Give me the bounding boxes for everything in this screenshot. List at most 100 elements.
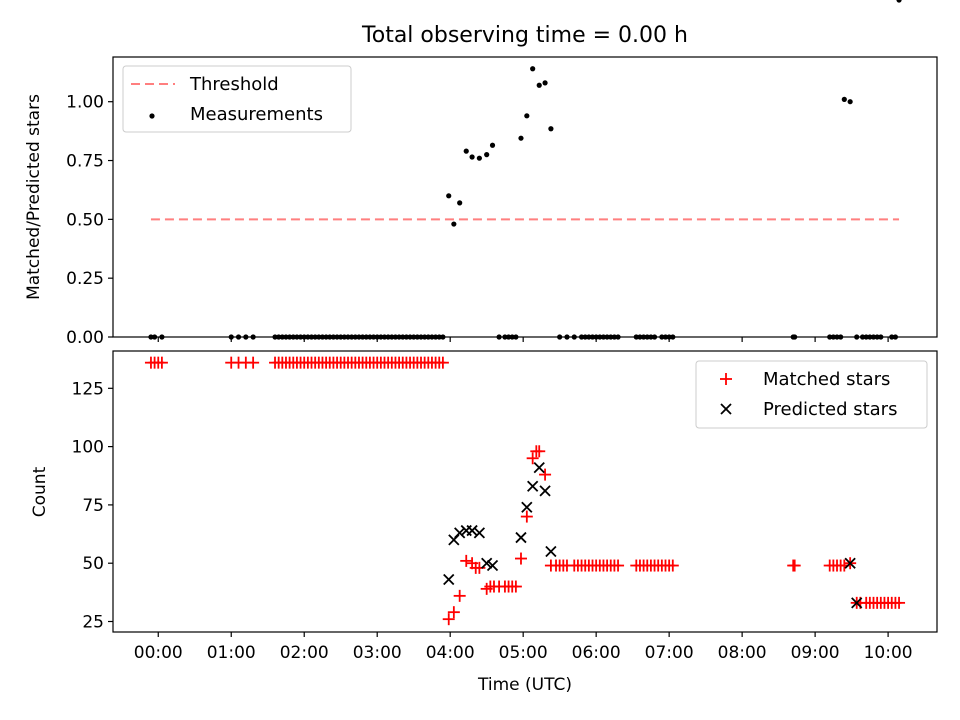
bottom-plot-frame — [112, 350, 938, 633]
measurement-points — [148, 0, 902, 340]
predicted-point-b — [527, 480, 539, 492]
measurement-point — [542, 80, 548, 86]
bottom-y-tick-label: 125 — [72, 379, 104, 399]
x-tick-label: 09:00 — [791, 643, 840, 663]
top-y-tick-label: 1.00 — [66, 93, 104, 113]
predicted-point — [539, 485, 551, 497]
measurement-point — [469, 154, 475, 160]
predicted-point — [454, 527, 466, 539]
measurement-point — [489, 142, 496, 148]
measurement-point — [896, 0, 902, 3]
predicted-legend-marker-b — [720, 403, 732, 415]
x-tick-label: 01:00 — [207, 643, 256, 663]
predicted-legend-marker — [720, 403, 732, 415]
measurements-legend-swatch — [149, 113, 155, 119]
measurement-point — [548, 126, 554, 132]
top-y-tick-label: 0.75 — [66, 152, 104, 172]
matched-point — [533, 445, 546, 458]
predicted-point — [466, 524, 478, 537]
top-legend: Threshold Measurements — [122, 65, 352, 133]
x-tick-label: 03:00 — [353, 643, 402, 663]
predicted-point — [545, 545, 557, 558]
predicted-point-b — [481, 557, 493, 569]
matched-point — [155, 356, 168, 369]
predicted-point-b — [443, 573, 455, 586]
bottom-x-ticks: 00:00 01:00 02:00 03:00 04:00 05:00 06:00 07:00… — [134, 632, 913, 663]
matched-point — [473, 561, 486, 574]
measurement-point — [484, 152, 490, 158]
predicted-point-b — [454, 527, 466, 539]
bottom-y-axis-label: Count — [30, 466, 50, 517]
matched-point — [514, 552, 527, 565]
matched-point — [893, 596, 906, 609]
predicted-point — [515, 531, 527, 544]
count-points — [144, 356, 906, 626]
matched-point — [520, 510, 533, 523]
measurement-point — [451, 221, 457, 227]
x-tick-label: 10:00 — [864, 643, 913, 663]
matched-point — [460, 554, 473, 567]
predicted-point — [521, 501, 533, 513]
measurement-point — [524, 113, 530, 119]
measurement-point — [518, 135, 524, 141]
predicted-point — [473, 527, 486, 539]
top-plot-frame — [112, 56, 938, 338]
predicted-point — [527, 480, 539, 492]
bottom-y-tick-label: 25 — [82, 613, 104, 633]
predicted-point-b — [515, 531, 527, 544]
x-tick-label: 07:00 — [645, 643, 694, 663]
x-tick-label: 05:00 — [499, 643, 548, 663]
top-y-ticks: 0.00 0.25 0.50 0.75 1.00 — [66, 93, 113, 348]
matched-point — [442, 613, 455, 626]
x-tick-label: 04:00 — [426, 643, 475, 663]
top-y-tick-label: 0.25 — [66, 269, 104, 289]
bottom-legend-box — [695, 360, 928, 429]
matched-point — [447, 606, 460, 619]
matched-point — [539, 468, 552, 481]
matched-point — [612, 559, 625, 572]
matched-point — [526, 452, 539, 465]
matched-legend-swatch — [720, 373, 732, 385]
matched-point — [436, 356, 449, 369]
x-axis-label: Time (UTC) — [477, 675, 572, 695]
measurement-point — [476, 155, 482, 161]
measurement-point — [463, 148, 469, 154]
bottom-legend: Matched stars Predicted stars — [695, 360, 928, 429]
matched-point — [509, 580, 522, 593]
predicted-point — [851, 597, 863, 609]
predicted-point — [481, 557, 493, 569]
predicted-point-b — [844, 557, 856, 569]
top-legend-box — [122, 65, 352, 133]
matched-point — [247, 356, 260, 369]
predicted-point-b — [473, 527, 486, 539]
predicted-point-b — [851, 597, 863, 609]
matched-point — [453, 589, 466, 602]
bottom-y-tick-label: 75 — [82, 496, 104, 516]
x-tick-label: 02:00 — [280, 643, 329, 663]
measurement-point — [446, 193, 452, 199]
predicted-legend-label: Predicted stars — [763, 399, 897, 420]
bottom-y-tick-label: 50 — [82, 554, 104, 574]
predicted-point — [443, 573, 455, 586]
measurements-legend-label: Measurements — [190, 104, 323, 125]
measurement-point — [847, 99, 853, 105]
predicted-point-b — [539, 485, 551, 497]
x-tick-label: 00:00 — [134, 643, 183, 663]
x-tick-label: 08:00 — [718, 643, 767, 663]
matched-legend-label: Matched stars — [763, 369, 890, 390]
predicted-legend-swatch — [720, 403, 732, 415]
predicted-point-b — [533, 461, 545, 474]
bottom-y-tick-label: 100 — [72, 438, 104, 458]
measurement-point — [841, 96, 847, 102]
measurement-point — [530, 66, 536, 72]
top-chart-title: Total observing time = 0.00 h — [361, 23, 688, 48]
threshold-legend-label: Threshold — [189, 74, 279, 95]
top-y-axis-label: Matched/Predicted stars — [24, 94, 44, 300]
bottom-y-ticks: 25 50 75 100 125 — [72, 379, 113, 633]
predicted-point — [844, 557, 856, 569]
measurement-point — [457, 200, 463, 206]
top-x-ticks — [157, 337, 889, 342]
predicted-point — [486, 559, 499, 572]
